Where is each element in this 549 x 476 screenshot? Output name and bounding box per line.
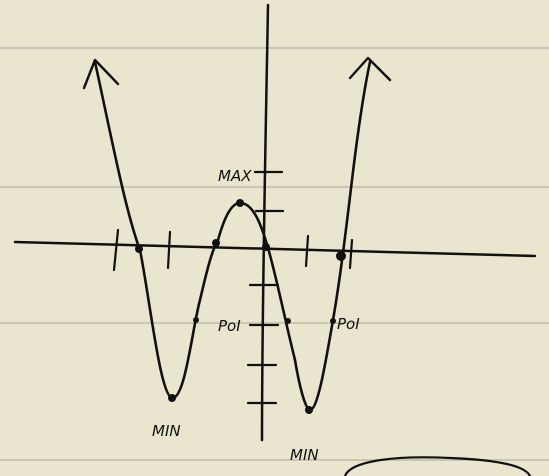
point <box>305 406 313 414</box>
point <box>236 199 244 207</box>
point <box>212 239 220 247</box>
point <box>193 317 199 323</box>
point <box>135 245 143 253</box>
label-poi: PoI <box>218 317 241 335</box>
point <box>262 243 270 251</box>
point <box>168 394 176 402</box>
label-min: MIN <box>290 446 319 464</box>
paper <box>0 0 549 476</box>
label-poi: PoI <box>337 315 360 333</box>
point <box>285 318 291 324</box>
sketch: MAX PoI PoI MIN MIN <box>0 0 549 476</box>
label-min: MIN <box>152 422 181 440</box>
page: MAX PoI PoI MIN MIN (() => { const data … <box>0 0 549 476</box>
label-max: MAX <box>218 167 252 185</box>
point <box>336 251 346 261</box>
point <box>330 318 336 324</box>
